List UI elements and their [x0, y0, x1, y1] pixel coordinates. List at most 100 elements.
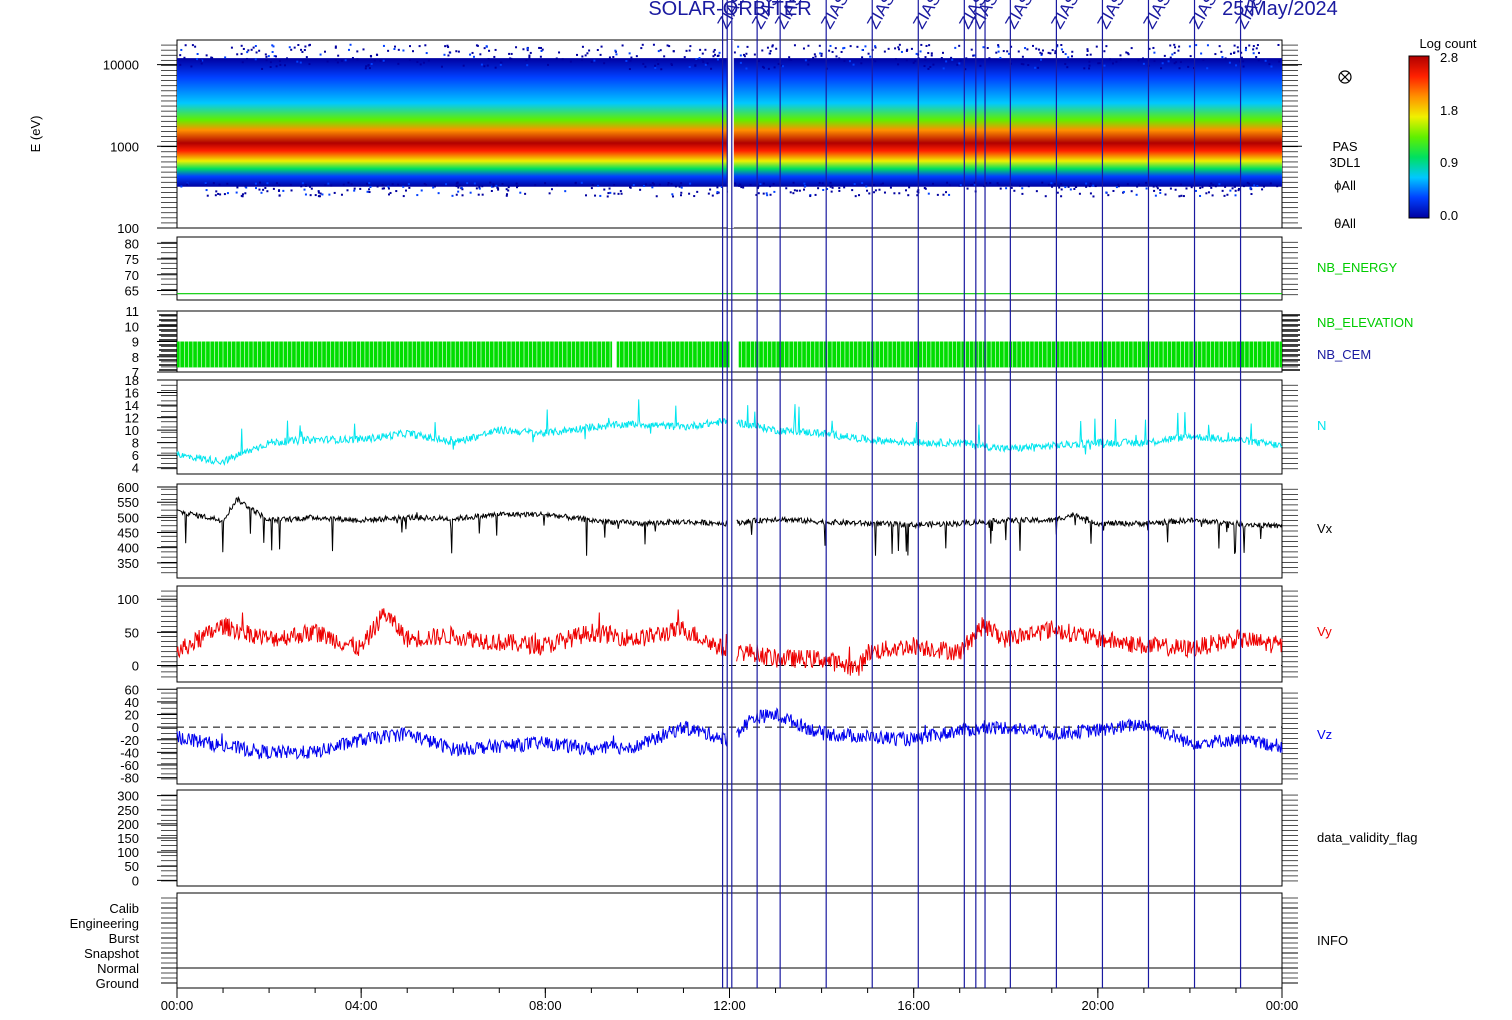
series-label: data_validity_flag [1317, 830, 1417, 845]
panel-minor-ticks-5 [161, 590, 1298, 678]
series-label: Vx [1317, 521, 1333, 536]
x-tick-label: 12:00 [713, 998, 746, 1013]
y-tick-label: 100 [117, 592, 139, 607]
series-line-Vx [176, 495, 728, 556]
series-line-Vz [736, 707, 1283, 753]
x-tick-label: 16:00 [897, 998, 930, 1013]
series-line-Vy [736, 617, 1283, 676]
colorbar-tick-label: 2.8 [1440, 50, 1458, 65]
instrument-label: ϕAll [1334, 178, 1356, 193]
y-tick-label: 1000 [110, 139, 139, 154]
y-tick-label: 8 [132, 436, 139, 451]
panel-frame-4 [176, 483, 1283, 579]
y-tick-label: 10 [125, 319, 139, 334]
y-tick-label: 0 [132, 720, 139, 735]
x-tick-label: 00:00 [1266, 998, 1299, 1013]
y-tick-label: -40 [120, 745, 139, 760]
series-line-N [176, 399, 728, 467]
annotation-label: ZIAS [1186, 0, 1221, 32]
colorbar-gradient [1408, 55, 1430, 219]
panel-minor-ticks-4 [161, 488, 1298, 574]
series-line-Vy [176, 608, 728, 659]
y-tick-label: 100 [117, 845, 139, 860]
x-axis: 00:00 04:00 08:00 12:00 16:00 20:00 00:00 [161, 988, 1299, 1013]
y-tick-label: 10 [125, 423, 139, 438]
annotation-label: ZIAS [1001, 0, 1036, 32]
info-category-label: Normal [97, 961, 139, 976]
annotation-label: ZIAS [909, 0, 944, 32]
instrument-label: PAS [1332, 139, 1357, 154]
y-tick-label: 4 [132, 461, 139, 476]
panel-frame-3 [176, 379, 1283, 475]
spectrogram [177, 40, 1282, 228]
instrument-title: SOLAR-ORBITER [648, 0, 811, 20]
y-tick-label: 40 [125, 695, 139, 710]
y-tick-label: 14 [125, 398, 139, 413]
y-tick-label: 50 [125, 859, 139, 874]
date-title: 25/May/2024 [1222, 0, 1338, 20]
y-tick-label: 18 [125, 373, 139, 388]
panel-minor-ticks-6 [161, 692, 1298, 780]
x-tick-label: 04:00 [345, 998, 378, 1013]
y-tick-label: 16 [125, 386, 139, 401]
y-tick-label: 100 [117, 221, 139, 236]
series-line-Vx [736, 512, 1283, 556]
y-tick-label: -80 [120, 771, 139, 786]
series-label: NB_ELEVATION [1317, 315, 1413, 330]
info-category-label: Ground [96, 976, 139, 991]
y-tick-label: 250 [117, 803, 139, 818]
series-line-Vz [176, 720, 728, 760]
series-label: NB_ENERGY [1317, 260, 1398, 275]
y-tick-label: -60 [120, 758, 139, 773]
y-tick-label: 7 [132, 365, 139, 380]
info-category-label: Engineering [70, 916, 139, 931]
y-tick-label: 11 [126, 304, 140, 319]
y-tick-label: 65 [125, 284, 139, 299]
y-tick-label: 8 [132, 350, 139, 365]
y-axis-label: E (eV) [28, 116, 43, 153]
y-axis-bars [159, 314, 1300, 371]
series-label: Vz [1317, 727, 1332, 742]
y-tick-label: 20 [125, 708, 139, 723]
panel-frame-5 [176, 585, 1283, 683]
y-tick-label: 75 [125, 252, 139, 267]
panel-minor-ticks-8 [161, 897, 1298, 984]
panel-minor-ticks-3 [161, 384, 1298, 470]
y-tick-label: 0 [132, 873, 139, 888]
series-label: Vy [1317, 624, 1332, 639]
panel-minor-ticks-1 [161, 241, 1298, 296]
panel-minor-ticks-7 [161, 794, 1298, 882]
nb-elevation-area [177, 341, 1282, 368]
y-tick-label: 300 [117, 789, 139, 804]
y-tick-label: 150 [117, 831, 139, 846]
y-tick-label: 12 [125, 411, 139, 426]
colorbar-tick-label: 0.9 [1440, 155, 1458, 170]
y-tick-label: -20 [120, 733, 139, 748]
panel-minor-ticks-0 [161, 44, 1298, 224]
y-tick-label: 0 [132, 658, 139, 673]
info-category-label: Calib [109, 901, 139, 916]
y-tick-label: 10000 [103, 58, 139, 73]
x-tick-label: 08:00 [529, 998, 562, 1013]
colorbar-tick-label: 0.0 [1440, 208, 1458, 223]
y-tick-label: 200 [117, 817, 139, 832]
circle-cross-icon [1338, 70, 1352, 84]
y-tick-label: 500 [117, 510, 139, 525]
y-tick-label: 80 [125, 236, 139, 251]
spectrum-noise [179, 43, 1281, 198]
data-gap [727, 40, 734, 228]
y-tick-label: 400 [117, 541, 139, 556]
panel-frame-1 [176, 236, 1283, 301]
series-label: NB_CEM [1317, 347, 1371, 362]
instrument-label: 3DL1 [1329, 155, 1360, 170]
y-tick-label: 70 [125, 268, 139, 283]
x-tick-label: 00:00 [161, 998, 194, 1013]
y-tick-label: 550 [117, 495, 139, 510]
info-category-label: Snapshot [84, 946, 139, 961]
annotation-label: ZIAS [1139, 0, 1174, 32]
x-tick-label: 20:00 [1082, 998, 1115, 1013]
